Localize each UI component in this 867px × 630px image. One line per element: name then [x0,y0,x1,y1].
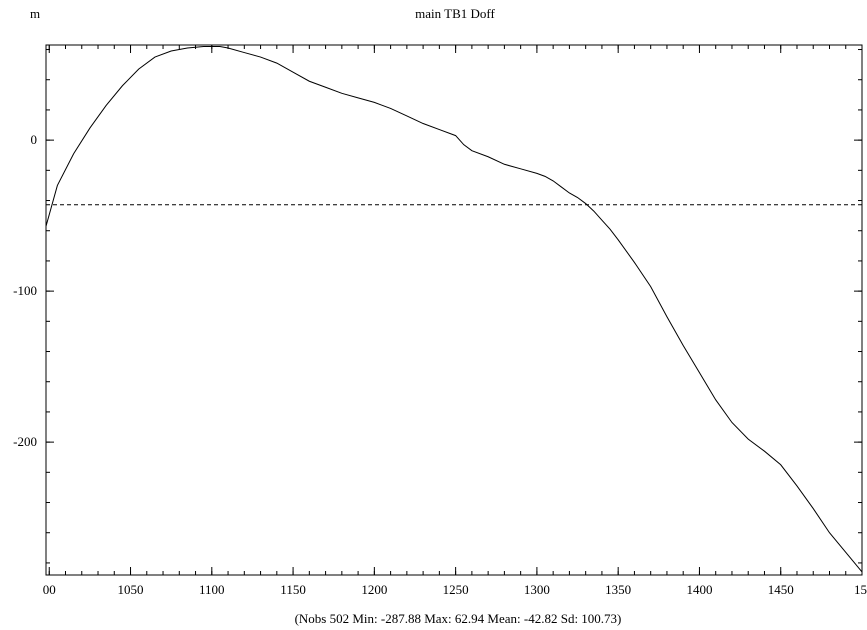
x-tick-label: 1450 [768,582,794,597]
x-tick-label: 15 [854,582,867,597]
series-line [45,46,863,573]
x-tick-label: 1150 [280,582,306,597]
y-tick-labels: 0 -100 -200 [13,132,37,449]
y-tick-label: -200 [13,434,37,449]
x-tick-label: 1050 [118,582,144,597]
x-tick-label: 00 [43,582,56,597]
x-tick-labels: 00 1050 1100 1150 1200 1250 1300 1350 1400 1450 15 [43,582,867,597]
x-tick-label: 1300 [524,582,550,597]
major-ticks [46,45,863,575]
x-tick-label: 1250 [443,582,469,597]
plot-frame [45,44,863,576]
x-tick-label: 1350 [605,582,631,597]
x-tick-label: 1400 [686,582,712,597]
y-tick-label: 0 [31,132,38,147]
x-tick-label: 1100 [199,582,225,597]
chart-title: main TB1 Doff [415,6,495,21]
minor-ticks [46,45,863,575]
y-axis-unit-label: m [30,6,40,21]
x-tick-label: 1200 [361,582,387,597]
summary-footer: (Nobs 502 Min: -287.88 Max: 62.94 Mean: … [295,611,622,626]
y-tick-label: -100 [13,283,37,298]
